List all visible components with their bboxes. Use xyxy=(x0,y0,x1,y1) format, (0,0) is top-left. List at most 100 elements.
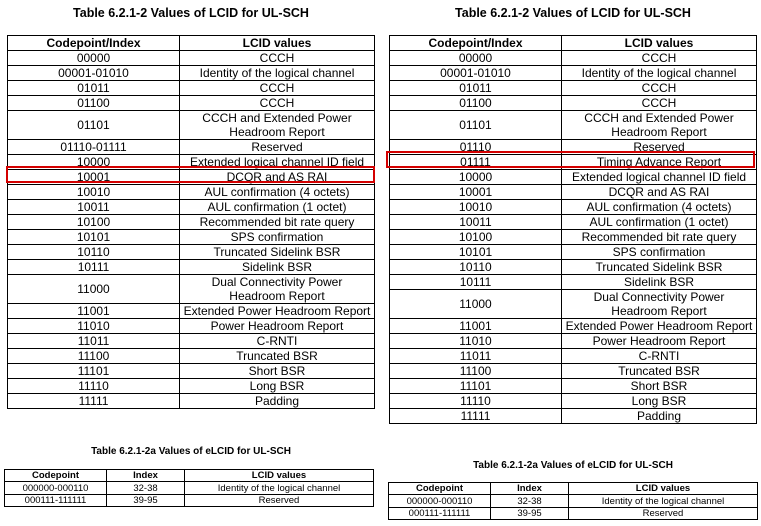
right-lcid-table: Codepoint/Index LCID values 00000 CCCH 000… xyxy=(389,35,757,424)
table-row: 000000-000110 32-38 Identity of the logica… xyxy=(4,481,374,495)
table-cell: SPS confirmation xyxy=(561,244,757,260)
column-header: LCID values xyxy=(179,35,375,51)
table-cell: Reserved xyxy=(179,139,375,155)
table-row: 11001 Extended Power Headroom Report xyxy=(7,303,375,319)
left-elcid-table: Codepoint Index LCID values 000000-00011… xyxy=(4,468,374,508)
table-row: 01110-01111 Reserved xyxy=(7,139,375,155)
table-cell: Identity of the logical channel xyxy=(568,494,758,508)
table-cell: 11100 xyxy=(7,348,180,364)
table-row: 10001 DCQR and AS RAI xyxy=(389,184,757,200)
table-cell: Truncated Sidelink BSR xyxy=(561,259,757,275)
column-header: Codepoint/Index xyxy=(389,35,562,51)
table-cell: Long BSR xyxy=(561,393,757,409)
left-table-title: Table 6.2.1-2 Values of LCID for UL-SCH xyxy=(73,6,309,20)
table-cell: Dual Connectivity Power Headroom Report xyxy=(561,289,757,319)
table-header-row: Codepoint/Index LCID values xyxy=(7,35,375,51)
table-cell: 01101 xyxy=(7,110,180,140)
table-row: 10010 AUL confirmation (4 octets) xyxy=(7,184,375,200)
table-cell: Extended logical channel ID field xyxy=(561,169,757,185)
table-row: 000111-111111 39-95 Reserved xyxy=(388,506,758,521)
table-row: 10011 AUL confirmation (1 octet) xyxy=(7,199,375,215)
table-cell: 10101 xyxy=(389,244,562,260)
table-row: 10110 Truncated Sidelink BSR xyxy=(7,244,375,260)
table-row: 00001-01010 Identity of the logical chann… xyxy=(7,65,375,81)
right-table-title: Table 6.2.1-2 Values of LCID for UL-SCH xyxy=(455,6,691,20)
table-cell: 10100 xyxy=(389,229,562,245)
table-cell: Truncated BSR xyxy=(561,363,757,379)
table-cell: Extended Power Headroom Report xyxy=(179,303,375,319)
table-cell: 11011 xyxy=(389,348,562,364)
table-cell: 10110 xyxy=(389,259,562,275)
table-cell: CCCH and Extended Power Headroom Report xyxy=(179,110,375,140)
table-cell: Long BSR xyxy=(179,378,375,394)
table-cell: Sidelink BSR xyxy=(179,259,375,275)
column-header: Codepoint xyxy=(388,481,491,496)
table-cell: CCCH xyxy=(561,50,757,66)
table-cell: 000111-111111 xyxy=(4,493,107,508)
table-cell: 01100 xyxy=(7,95,180,111)
right-subtable-title: Table 6.2.1-2a Values of eLCID for UL-SC… xyxy=(473,460,673,471)
table-cell: 11010 xyxy=(389,333,562,349)
table-cell: AUL confirmation (1 octet) xyxy=(179,199,375,215)
table-cell: AUL confirmation (4 octets) xyxy=(179,184,375,200)
table-row: 10111 Sidelink BSR xyxy=(7,259,375,275)
table-row: 11011 C-RNTI xyxy=(389,348,757,364)
table-cell: 11101 xyxy=(7,363,180,379)
table-row: 10000 Extended logical channel ID field xyxy=(7,154,375,170)
table-cell: Padding xyxy=(561,408,757,424)
table-header-row: Codepoint/Index LCID values xyxy=(389,35,757,51)
left-lcid-table: Codepoint/Index LCID values 00000 CCCH 000… xyxy=(7,35,375,409)
table-row: 00000 CCCH xyxy=(7,50,375,66)
table-cell: Recommended bit rate query xyxy=(561,229,757,245)
table-row: 11100 Truncated BSR xyxy=(7,348,375,364)
table-row: 000000-000110 32-38 Identity of the logica… xyxy=(388,494,758,508)
table-cell: Short BSR xyxy=(561,378,757,394)
table-cell: 10011 xyxy=(389,214,562,230)
table-cell: 11111 xyxy=(7,393,180,409)
table-cell: 10011 xyxy=(7,199,180,215)
column-header: LCID values xyxy=(568,481,758,496)
table-row: 11001 Extended Power Headroom Report xyxy=(389,318,757,334)
table-row: 11101 Short BSR xyxy=(7,363,375,379)
table-row: 10100 Recommended bit rate query xyxy=(389,229,757,245)
table-cell: Reserved xyxy=(561,139,757,155)
table-row: 11000 Dual Connectivity Power Headroom Re… xyxy=(7,274,375,304)
table-cell: 39-95 xyxy=(490,506,569,521)
left-subtable-title: Table 6.2.1-2a Values of eLCID for UL-SC… xyxy=(91,446,291,457)
table-cell: 10111 xyxy=(389,274,562,290)
table-row: 000111-111111 39-95 Reserved xyxy=(4,493,374,508)
table-cell: Extended logical channel ID field xyxy=(179,154,375,170)
table-row: 11000 Dual Connectivity Power Headroom Re… xyxy=(389,289,757,319)
table-cell: 10100 xyxy=(7,214,180,230)
right-elcid-table: Codepoint Index LCID values 000000-00011… xyxy=(388,481,758,521)
table-row: 10011 AUL confirmation (1 octet) xyxy=(389,214,757,230)
table-cell: 01110 xyxy=(389,139,562,155)
column-header: Codepoint xyxy=(4,468,107,483)
table-cell: SPS confirmation xyxy=(179,229,375,245)
table-cell: Short BSR xyxy=(179,363,375,379)
table-cell: Reserved xyxy=(568,506,758,521)
table-row: 11110 Long BSR xyxy=(7,378,375,394)
table-cell: Identity of the logical channel xyxy=(179,65,375,81)
table-cell: CCCH xyxy=(561,95,757,111)
table-cell: 32-38 xyxy=(490,494,569,508)
table-row: 10001 DCQR and AS RAI xyxy=(7,169,375,185)
table-cell: 000111-111111 xyxy=(388,506,491,521)
table-row: 01011 CCCH xyxy=(7,80,375,96)
table-cell: 11001 xyxy=(7,303,180,319)
column-header: Index xyxy=(490,481,569,496)
table-cell: Identity of the logical channel xyxy=(561,65,757,81)
table-row: 01111 Timing Advance Report xyxy=(389,154,757,170)
table-cell: AUL confirmation (1 octet) xyxy=(561,214,757,230)
table-cell: CCCH and Extended Power Headroom Report xyxy=(561,110,757,140)
column-header: Index xyxy=(106,468,185,483)
table-cell: 11111 xyxy=(389,408,562,424)
table-cell: 01100 xyxy=(389,95,562,111)
table-cell: Power Headroom Report xyxy=(179,318,375,334)
table-row: 11010 Power Headroom Report xyxy=(7,318,375,334)
table-cell: 11101 xyxy=(389,378,562,394)
table-row: 01110 Reserved xyxy=(389,139,757,155)
table-cell: CCCH xyxy=(179,80,375,96)
table-cell: 10001 xyxy=(7,169,180,185)
table-row: 10000 Extended logical channel ID field xyxy=(389,169,757,185)
